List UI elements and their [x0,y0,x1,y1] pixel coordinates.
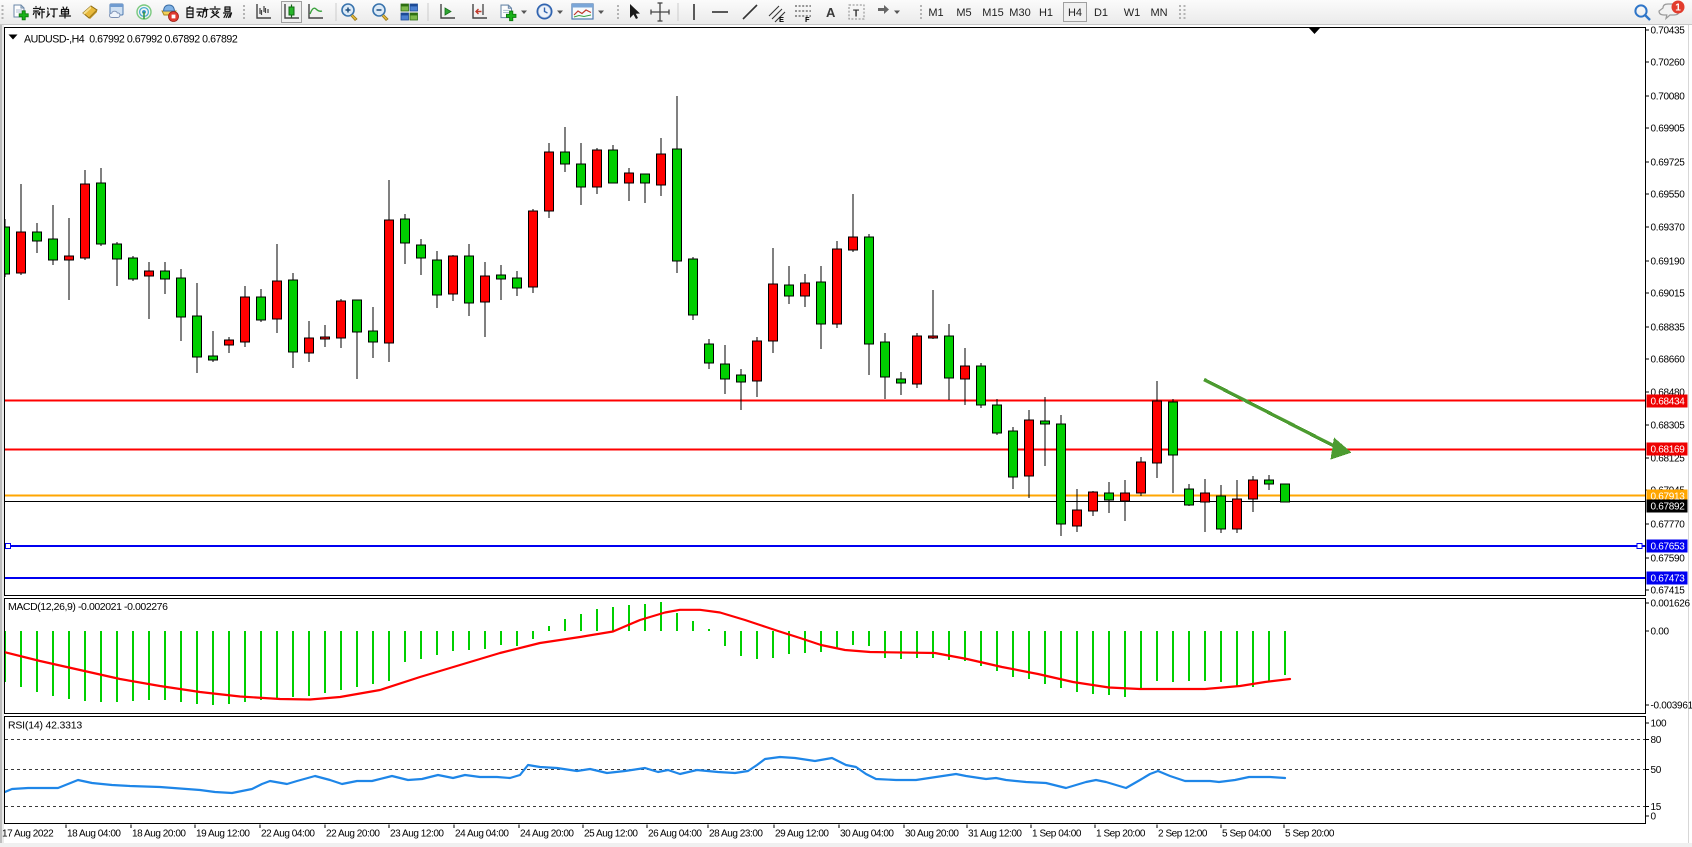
svg-text:0.68660: 0.68660 [1651,355,1686,366]
svg-text:22 Aug 20:00: 22 Aug 20:00 [326,829,380,840]
svg-text:22 Aug 04:00: 22 Aug 04:00 [261,829,315,840]
svg-text:T: T [853,9,859,20]
svg-text:0.70260: 0.70260 [1651,58,1686,69]
svg-text:0.69550: 0.69550 [1651,190,1686,201]
svg-text:F: F [805,15,810,24]
svg-text:W1: W1 [1124,7,1141,19]
svg-text:-0.003961: -0.003961 [1651,701,1692,712]
svg-text:24 Aug 04:00: 24 Aug 04:00 [455,829,509,840]
svg-text:MN: MN [1150,7,1167,19]
svg-text:0.00: 0.00 [1651,627,1670,638]
svg-text:0.69190: 0.69190 [1651,257,1686,268]
svg-text:31 Aug 12:00: 31 Aug 12:00 [968,829,1022,840]
svg-text:M1: M1 [928,7,943,19]
svg-text:1: 1 [1675,3,1681,14]
svg-text:0.68835: 0.68835 [1651,323,1686,334]
svg-text:0.67473: 0.67473 [1651,574,1686,585]
svg-text:0.67590: 0.67590 [1651,554,1686,565]
svg-text:0.67770: 0.67770 [1651,520,1686,531]
svg-text:0.67653: 0.67653 [1651,542,1686,553]
svg-text:29 Aug 12:00: 29 Aug 12:00 [775,829,829,840]
svg-text:D1: D1 [1094,7,1108,19]
svg-text:H1: H1 [1039,7,1053,19]
svg-text:18 Aug 04:00: 18 Aug 04:00 [67,829,121,840]
svg-text:0.69725: 0.69725 [1651,158,1686,169]
svg-text:RSI(14) 42.3313: RSI(14) 42.3313 [8,720,82,732]
svg-text:25 Aug 12:00: 25 Aug 12:00 [584,829,638,840]
svg-text:100: 100 [1651,719,1668,730]
svg-text:2 Sep 12:00: 2 Sep 12:00 [1158,829,1208,840]
svg-text:18 Aug 20:00: 18 Aug 20:00 [132,829,186,840]
svg-text:M5: M5 [956,7,971,19]
svg-text:0.68125: 0.68125 [1651,454,1686,465]
svg-text:0.70080: 0.70080 [1651,92,1686,103]
svg-text:24 Aug 20:00: 24 Aug 20:00 [520,829,574,840]
svg-text:0.68434: 0.68434 [1651,397,1686,408]
svg-text:0.68169: 0.68169 [1651,445,1686,456]
svg-text:23 Aug 12:00: 23 Aug 12:00 [390,829,444,840]
svg-text:26 Aug 04:00: 26 Aug 04:00 [648,829,702,840]
svg-text:5 Sep 20:00: 5 Sep 20:00 [1285,829,1335,840]
svg-text:0.70435: 0.70435 [1651,26,1686,37]
svg-text:MACD(12,26,9) -0.002021 -0.002: MACD(12,26,9) -0.002021 -0.002276 [8,601,168,613]
svg-text:0: 0 [1651,812,1657,823]
svg-text:1 Sep 20:00: 1 Sep 20:00 [1096,829,1146,840]
svg-text:1 Sep 04:00: 1 Sep 04:00 [1032,829,1082,840]
svg-text:M30: M30 [1009,7,1030,19]
svg-text:50: 50 [1651,765,1662,776]
svg-text:0.67892: 0.67892 [1651,502,1686,513]
svg-text:30 Aug 20:00: 30 Aug 20:00 [905,829,959,840]
svg-text:0.67913: 0.67913 [1651,492,1686,503]
svg-text:80: 80 [1651,735,1662,746]
svg-text:A: A [826,5,836,20]
svg-text:30 Aug 04:00: 30 Aug 04:00 [840,829,894,840]
svg-text:0.68305: 0.68305 [1651,421,1686,432]
svg-text:E: E [779,15,784,24]
svg-text:5 Sep 04:00: 5 Sep 04:00 [1222,829,1272,840]
svg-text:0.68480: 0.68480 [1651,388,1686,399]
svg-text:15: 15 [1651,802,1662,813]
svg-text:17 Aug 2022: 17 Aug 2022 [2,829,54,840]
svg-text:28 Aug 23:00: 28 Aug 23:00 [709,829,763,840]
svg-text:0.69015: 0.69015 [1651,289,1686,300]
svg-text:0.67415: 0.67415 [1651,586,1686,597]
svg-text:0.001626: 0.001626 [1651,599,1691,610]
svg-text:0.69905: 0.69905 [1651,124,1686,135]
svg-text:AUDUSD-,H4 0.67992 0.67992 0.: AUDUSD-,H4 0.67992 0.67992 0.67892 0.678… [24,34,238,46]
svg-text:19 Aug 12:00: 19 Aug 12:00 [196,829,250,840]
svg-text:0.69370: 0.69370 [1651,223,1686,234]
svg-text:M15: M15 [982,7,1003,19]
svg-text:H4: H4 [1068,7,1082,19]
